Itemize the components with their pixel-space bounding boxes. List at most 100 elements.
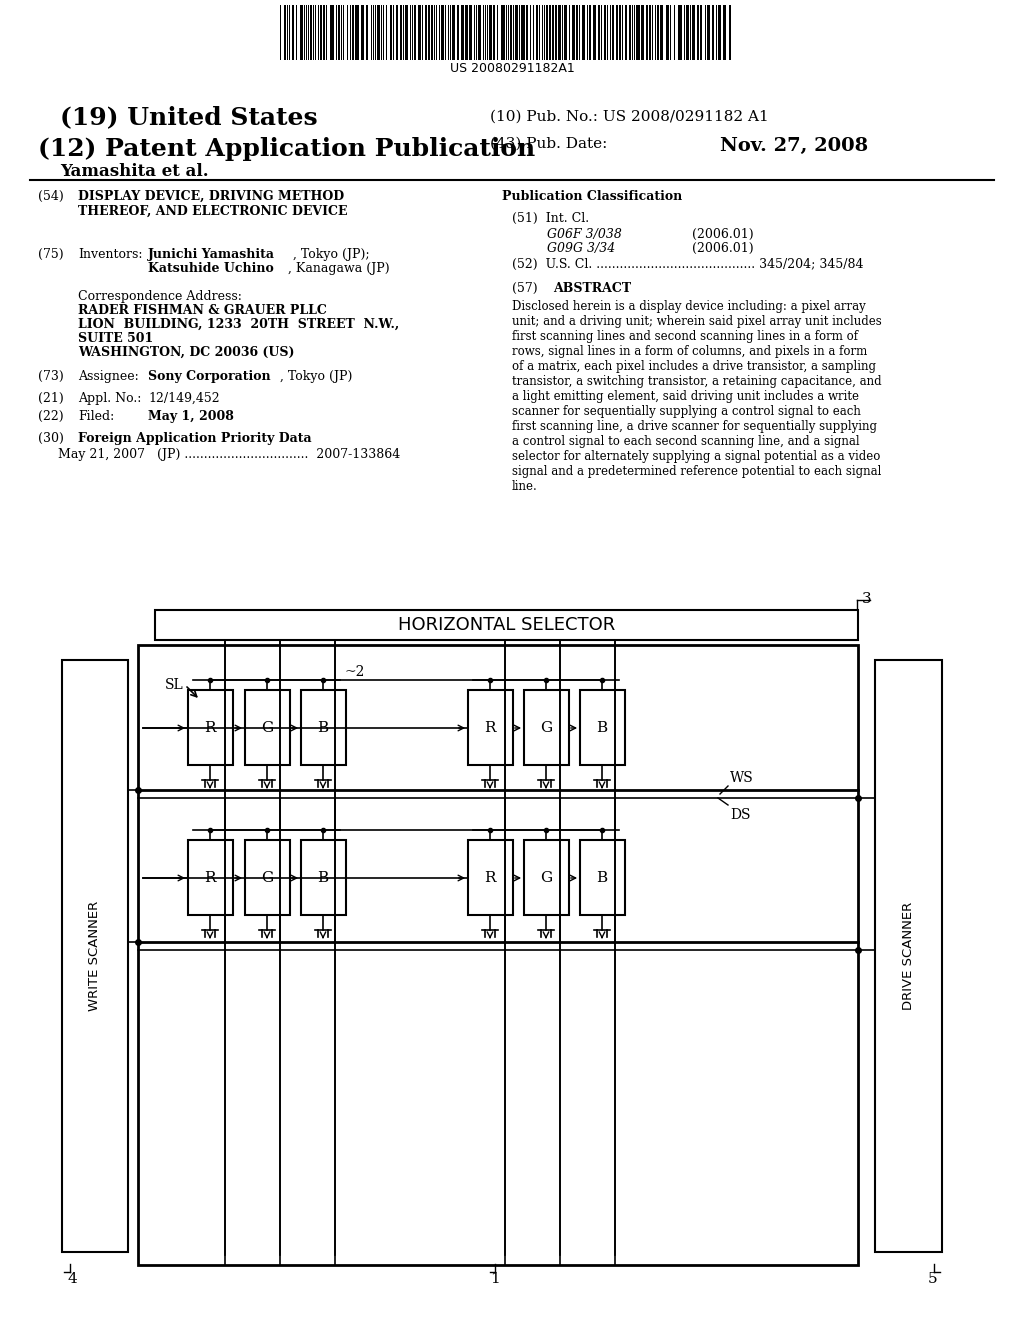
Bar xyxy=(616,5,618,59)
Bar xyxy=(284,5,286,59)
Text: Katsuhide Uchino: Katsuhide Uchino xyxy=(148,261,273,275)
Bar xyxy=(641,5,644,59)
Bar xyxy=(425,5,427,59)
Text: HORIZONTAL SELECTOR: HORIZONTAL SELECTOR xyxy=(398,616,615,634)
Bar xyxy=(700,5,702,59)
Text: (2006.01): (2006.01) xyxy=(692,228,754,242)
Text: DRIVE SCANNER: DRIVE SCANNER xyxy=(902,902,915,1010)
Bar xyxy=(678,5,682,59)
Bar xyxy=(400,5,402,59)
Text: G06F 3/038: G06F 3/038 xyxy=(547,228,622,242)
Bar xyxy=(712,5,714,59)
Text: (30): (30) xyxy=(38,432,63,445)
Text: G: G xyxy=(261,870,273,884)
Bar xyxy=(441,5,444,59)
Bar xyxy=(431,5,433,59)
Text: G: G xyxy=(540,721,552,734)
Bar xyxy=(310,5,312,59)
Bar xyxy=(604,5,606,59)
Bar xyxy=(301,690,346,766)
Bar xyxy=(245,840,290,915)
Text: (12) Patent Application Publication: (12) Patent Application Publication xyxy=(38,137,536,161)
Bar xyxy=(457,5,459,59)
Text: ABSTRACT: ABSTRACT xyxy=(553,282,631,294)
Bar xyxy=(629,5,631,59)
Bar xyxy=(564,5,567,59)
Bar xyxy=(593,5,596,59)
Text: R: R xyxy=(204,721,216,734)
Text: DISPLAY DEVICE, DRIVING METHOD
THEREOF, AND ELECTRONIC DEVICE: DISPLAY DEVICE, DRIVING METHOD THEREOF, … xyxy=(78,190,347,218)
Text: Correspondence Address:: Correspondence Address: xyxy=(78,290,242,304)
Bar xyxy=(536,5,538,59)
Bar xyxy=(625,5,627,59)
Text: Assignee:: Assignee: xyxy=(78,370,138,383)
Text: Filed:: Filed: xyxy=(78,411,115,422)
Text: Yamashita et al.: Yamashita et al. xyxy=(60,162,209,180)
Bar xyxy=(692,5,695,59)
Text: (75): (75) xyxy=(38,248,63,261)
Text: Junichi Yamashita: Junichi Yamashita xyxy=(148,248,275,261)
Text: R: R xyxy=(484,721,496,734)
Bar xyxy=(155,610,858,640)
Text: LION  BUILDING, 1233  20TH  STREET  N.W.,: LION BUILDING, 1233 20TH STREET N.W., xyxy=(78,318,399,331)
Text: B: B xyxy=(596,721,607,734)
Text: B: B xyxy=(317,721,329,734)
Bar xyxy=(510,5,512,59)
Bar xyxy=(361,5,364,59)
Bar xyxy=(546,5,548,59)
Bar xyxy=(188,690,233,766)
Bar xyxy=(300,5,303,59)
Bar xyxy=(418,5,421,59)
Text: DS: DS xyxy=(730,808,751,822)
Bar xyxy=(549,5,551,59)
Text: R: R xyxy=(484,870,496,884)
Bar xyxy=(649,5,651,59)
Text: May 21, 2007   (JP) ................................  2007-133864: May 21, 2007 (JP) ......................… xyxy=(58,447,400,461)
Bar xyxy=(414,5,416,59)
Bar xyxy=(396,5,398,59)
Bar xyxy=(707,5,710,59)
Text: 5: 5 xyxy=(928,1272,937,1286)
Text: 3: 3 xyxy=(862,591,871,606)
Bar xyxy=(352,5,354,59)
Bar xyxy=(319,5,322,59)
Bar xyxy=(301,840,346,915)
Text: B: B xyxy=(317,870,329,884)
Text: (19) United States: (19) United States xyxy=(60,106,317,129)
Text: 4: 4 xyxy=(67,1272,77,1286)
Bar xyxy=(330,5,334,59)
Text: Sony Corporation: Sony Corporation xyxy=(148,370,270,383)
Text: ~2: ~2 xyxy=(345,665,366,678)
Bar xyxy=(245,690,290,766)
Bar xyxy=(461,5,464,59)
Text: , Tokyo (JP);: , Tokyo (JP); xyxy=(293,248,370,261)
Text: (52)  U.S. Cl. ......................................... 345/204; 345/84: (52) U.S. Cl. ..........................… xyxy=(512,257,863,271)
Text: , Kanagawa (JP): , Kanagawa (JP) xyxy=(288,261,389,275)
Bar xyxy=(478,5,481,59)
Text: (57): (57) xyxy=(512,282,538,294)
Bar xyxy=(660,5,663,59)
Text: (43) Pub. Date:: (43) Pub. Date: xyxy=(490,137,607,150)
Bar xyxy=(452,5,455,59)
Bar xyxy=(598,5,600,59)
Bar xyxy=(138,645,858,1265)
Bar xyxy=(355,5,359,59)
Bar xyxy=(618,5,621,59)
Bar xyxy=(524,840,569,915)
Text: (10) Pub. No.: US 2008/0291182 A1: (10) Pub. No.: US 2008/0291182 A1 xyxy=(490,110,769,124)
Text: Appl. No.:: Appl. No.: xyxy=(78,392,141,405)
Text: 12/149,452: 12/149,452 xyxy=(148,392,219,405)
Text: Disclosed herein is a display device including: a pixel array
unit; and a drivin: Disclosed herein is a display device inc… xyxy=(512,300,882,492)
Bar xyxy=(874,660,942,1251)
Text: RADER FISHMAN & GRAUER PLLC: RADER FISHMAN & GRAUER PLLC xyxy=(78,304,327,317)
Bar xyxy=(729,5,731,59)
Bar xyxy=(493,5,495,59)
Text: SL: SL xyxy=(165,678,183,692)
Text: SUITE 501: SUITE 501 xyxy=(78,333,154,345)
Bar xyxy=(366,5,368,59)
Text: May 1, 2008: May 1, 2008 xyxy=(148,411,233,422)
Text: B: B xyxy=(596,870,607,884)
Text: (21): (21) xyxy=(38,392,63,405)
Text: 1: 1 xyxy=(490,1272,500,1286)
Bar xyxy=(666,5,669,59)
